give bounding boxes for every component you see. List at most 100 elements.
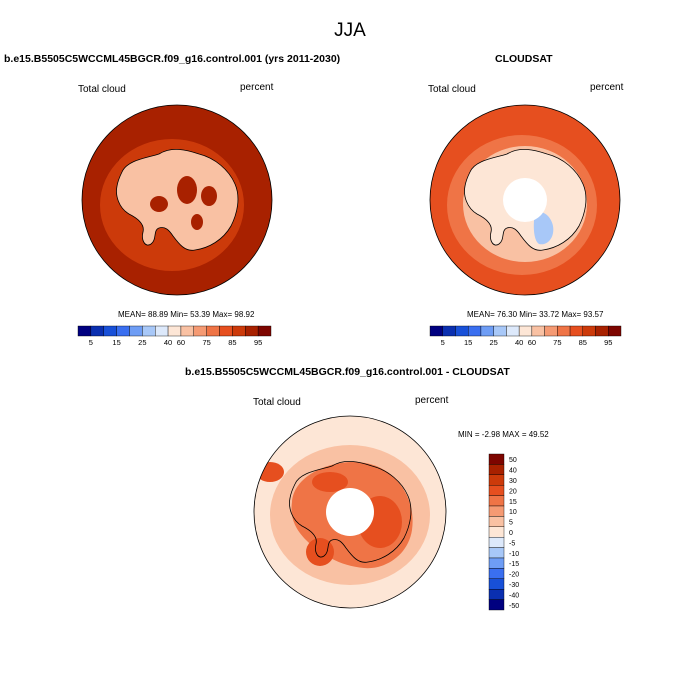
diff-max-label: MAX = <box>502 430 527 439</box>
obs-stats: MEAN= 76.30 Min= 33.72 Max= 93.57 <box>467 310 603 319</box>
obs-colorbar-swatch <box>429 325 443 337</box>
model-colorbar-swatch <box>167 325 182 337</box>
obs-colorbar-swatch <box>518 325 533 337</box>
diff-colorbar-swatch <box>488 485 505 496</box>
obs-colorbar-label: 60 <box>528 338 536 347</box>
diff-min-value: -2.98 <box>481 430 501 439</box>
diff-colorbar-label: 0 <box>509 530 513 537</box>
model-colorbar-label: 75 <box>202 338 210 347</box>
obs-map <box>430 105 620 295</box>
diff-colorbar-label: 50 <box>509 457 517 464</box>
model-map <box>82 105 272 295</box>
obs-case-title: CLOUDSAT <box>495 53 553 65</box>
model-min-value: 53.39 <box>190 310 211 319</box>
model-case-title: b.e15.B5505C5WCCML45BGCR.f09_g16.control… <box>4 53 341 65</box>
diff-colorbar-label: 15 <box>509 499 517 506</box>
model-colorbar-label: 85 <box>228 338 236 347</box>
diff-colorbar-label: -30 <box>509 582 519 589</box>
diff-colorbar-label: -20 <box>509 572 519 579</box>
obs-colorbar: 5 15 25 40 60 75 85 95 <box>429 325 622 347</box>
obs-colorbar-swatch <box>557 325 571 337</box>
obs-max-label: Max= <box>561 310 582 319</box>
model-min-label: Min= <box>170 310 188 319</box>
model-stats: MEAN= 88.89 Min= 53.39 Max= 98.92 <box>118 310 254 319</box>
diff-colorbar-swatch <box>488 599 505 611</box>
model-colorbar-swatch <box>142 325 156 337</box>
obs-colorbar-swatch <box>582 325 596 337</box>
diff-colorbar-swatch <box>488 505 505 517</box>
diff-colorbar-swatch <box>488 526 505 538</box>
diff-colorbar-label: -40 <box>509 592 519 599</box>
obs-colorbar-label: 15 <box>464 338 472 347</box>
diff-colorbar-label: 20 <box>509 488 517 495</box>
model-colorbar-label: 60 <box>177 338 185 347</box>
diff-stats: MIN = -2.98 MAX = 49.52 <box>458 430 549 439</box>
diff-map <box>254 416 446 608</box>
model-mean-value: 88.89 <box>148 310 169 319</box>
obs-colorbar-swatch <box>595 325 609 337</box>
obs-colorbar-label: 25 <box>489 338 497 347</box>
diff-colorbar-swatch <box>488 464 505 475</box>
diff-case-title: b.e15.B5505C5WCCML45BGCR.f09_g16.control… <box>185 366 510 378</box>
obs-colorbar-swatch <box>455 325 469 337</box>
diff-colorbar-swatch <box>488 474 505 486</box>
obs-colorbar-label: 5 <box>441 338 445 347</box>
diff-colorbar-swatch <box>488 578 505 590</box>
model-colorbar-label: 15 <box>112 338 120 347</box>
model-colorbar-label: 25 <box>138 338 146 347</box>
model-colorbar-swatch <box>103 325 117 337</box>
model-colorbar-swatch <box>232 325 246 337</box>
model-colorbar-swatch <box>257 325 272 337</box>
diff-colorbar-swatch <box>488 589 505 600</box>
model-variable-label: Total cloud <box>78 84 126 95</box>
model-colorbar-swatch <box>180 325 195 337</box>
obs-variable-label: Total cloud <box>428 84 476 95</box>
obs-min-value: 33.72 <box>539 310 560 319</box>
diff-colorbar-label: 5 <box>509 520 513 527</box>
obs-colorbar-swatch <box>480 325 494 337</box>
diff-colorbar-label: -5 <box>509 540 515 547</box>
model-max-value: 98.92 <box>234 310 255 319</box>
diff-colorbar-swatch <box>488 516 505 528</box>
model-colorbar-label: 5 <box>89 338 93 347</box>
figure-title: JJA <box>334 20 366 41</box>
diff-colorbar-swatch <box>488 568 505 580</box>
model-colorbar-label: 95 <box>254 338 262 347</box>
diff-colorbar-swatch <box>488 537 505 548</box>
model-mean-label: MEAN= <box>118 310 146 319</box>
diff-colorbar-swatch <box>488 495 505 507</box>
diff-colorbar-label: -10 <box>509 551 519 558</box>
model-colorbar-swatch <box>245 325 259 337</box>
model-colorbar-swatch <box>219 325 233 337</box>
model-colorbar-swatch <box>154 325 169 337</box>
diff-colorbar-label: 40 <box>509 468 517 475</box>
model-colorbar-swatch <box>206 325 220 337</box>
diff-colorbar-swatch <box>488 453 505 465</box>
obs-min-label: Min= <box>519 310 537 319</box>
model-colorbar-swatch <box>77 325 92 337</box>
obs-colorbar-label: 40 <box>515 338 523 347</box>
diff-colorbar-swatch <box>488 547 505 559</box>
obs-colorbar-swatch <box>608 325 622 337</box>
obs-colorbar-swatch <box>442 325 456 337</box>
diff-colorbar-label: 30 <box>509 478 517 485</box>
obs-colorbar-swatch <box>468 325 482 337</box>
diff-units-label: percent <box>415 395 449 406</box>
diff-colorbar-swatch <box>488 557 505 569</box>
diff-colorbar-label: 10 <box>509 509 517 516</box>
diff-colorbar-label: -15 <box>509 561 519 568</box>
obs-colorbar-swatch <box>544 325 558 337</box>
model-colorbar-swatch <box>129 325 143 337</box>
obs-max-value: 93.57 <box>583 310 604 319</box>
model-colorbar: 5 15 25 40 60 75 85 95 <box>77 325 272 347</box>
obs-units-label: percent <box>590 82 624 93</box>
diff-variable-label: Total cloud <box>253 397 301 408</box>
obs-colorbar-swatch <box>569 325 583 337</box>
obs-colorbar-label: 95 <box>604 338 612 347</box>
obs-colorbar-swatch <box>506 325 520 337</box>
obs-colorbar-label: 85 <box>579 338 587 347</box>
obs-colorbar-swatch <box>531 325 545 337</box>
diff-min-label: MIN = <box>458 430 480 439</box>
